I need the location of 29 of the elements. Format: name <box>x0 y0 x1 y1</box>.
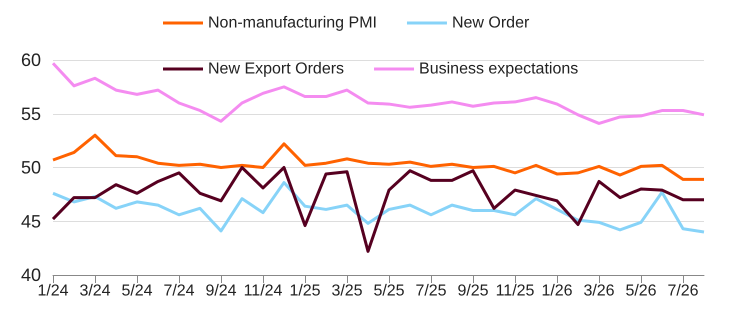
x-tick-label: 7/25 <box>415 282 447 300</box>
legend-label: New Export Orders <box>208 60 344 78</box>
x-tick-label: 1/26 <box>541 282 573 300</box>
y-tick-label: 50 <box>20 158 41 178</box>
x-tick-label: 3/25 <box>331 282 363 300</box>
y-tick-label: 45 <box>20 211 41 232</box>
x-tick-label: 9/25 <box>457 282 489 300</box>
line-series <box>52 134 706 181</box>
y-tick-label: 55 <box>20 104 41 124</box>
line-series <box>52 62 706 125</box>
legend-label: New Order <box>452 14 530 32</box>
x-tick-label: 7/24 <box>163 282 195 300</box>
x-tick-label: 5/24 <box>121 282 153 300</box>
x-tick-label: 5/26 <box>625 282 657 300</box>
x-tick-label: 1/25 <box>289 282 321 300</box>
x-tick-label: 1/24 <box>37 282 69 300</box>
x-tick-label: 9/24 <box>205 282 237 300</box>
x-tick-label: 11/24 <box>244 282 283 300</box>
y-tick-label: 40 <box>20 265 41 285</box>
x-tick-label: 3/24 <box>79 282 111 300</box>
legend-label: Business expectations <box>419 60 578 78</box>
line-series <box>52 181 706 234</box>
x-tick-label: 11/25 <box>496 282 535 300</box>
x-tick-label: 3/26 <box>583 282 615 300</box>
x-tick-label: 7/26 <box>667 282 699 300</box>
x-tick-label: 5/25 <box>373 282 405 300</box>
legend-label: Non-manufacturing PMI <box>208 14 377 32</box>
line-series <box>52 166 706 253</box>
y-tick-label: 60 <box>20 50 41 70</box>
